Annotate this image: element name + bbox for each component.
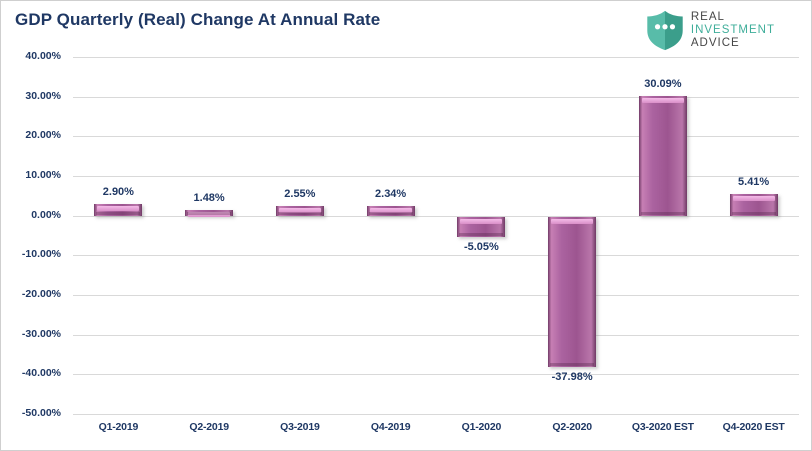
- x-axis-label-Q1-2019: Q1-2019: [98, 421, 139, 433]
- y-axis-tick-label: -10.00%: [21, 248, 61, 261]
- data-label-Q1-2019: 2.90%: [102, 186, 134, 199]
- y-axis-tick-label: 0.00%: [31, 208, 61, 221]
- plot-area: 40.00% 30.00% 20.00% 10.00% 0.00% -10.00% -20.…: [22, 50, 799, 419]
- shield-logo-icon: [646, 10, 684, 51]
- real-investment-advice-logo: REAL INVESTMENT ADVICE: [646, 10, 775, 51]
- gridline: [73, 295, 799, 296]
- logo-text: REAL INVESTMENT ADVICE: [691, 11, 775, 50]
- bar-Q4-2020 EST: [729, 194, 778, 216]
- data-label-Q2-2019: 1.48%: [193, 191, 225, 204]
- y-axis-tick-label: 20.00%: [25, 129, 61, 142]
- data-label-Q4-2019: 2.34%: [375, 188, 407, 201]
- data-label-Q1-2020: -5.05%: [463, 240, 499, 253]
- chart-title: GDP Quarterly (Real) Change At Annual Ra…: [15, 10, 381, 29]
- data-label-Q4-2020 EST: 5.41%: [738, 176, 770, 189]
- y-axis-tick-label: 40.00%: [25, 50, 61, 62]
- data-label-Q3-2020 EST: 30.09%: [644, 78, 682, 91]
- x-axis-label-Q1-2020: Q1-2020: [461, 421, 502, 433]
- y-axis-tick-label: -50.00%: [21, 407, 61, 419]
- bar-Q2-2019: [185, 209, 234, 217]
- y-axis-tick-label: 30.00%: [25, 89, 61, 102]
- logo-line-investment: INVESTMENT: [690, 24, 775, 36]
- gridline: [73, 136, 799, 138]
- gridline: [73, 334, 799, 336]
- x-axis-label-Q2-2019: Q2-2019: [189, 421, 229, 433]
- bar-Q4-2019: [366, 206, 415, 216]
- bar-Q1-2020: [457, 216, 506, 237]
- y-axis-tick-label: -20.00%: [21, 288, 61, 300]
- gridline: [73, 374, 799, 376]
- x-axis-labels: Q1-2019 Q2-2019 Q3-2019 Q4-2019 Q1-2020 Q2-20…: [73, 421, 799, 433]
- x-axis-label-Q3-2020 EST: Q3-2020 EST: [631, 421, 694, 433]
- x-axis-label-Q3-2019: Q3-2019: [280, 421, 320, 433]
- y-axis-tick-label: 10.00%: [25, 169, 61, 181]
- data-label-Q3-2019: 2.55%: [284, 187, 316, 200]
- bar-Q3-2020 EST: [638, 96, 687, 216]
- gridline: [73, 215, 799, 217]
- gridline: [73, 96, 799, 98]
- gridline: [73, 176, 799, 177]
- x-axis-label-Q4-2020 EST: Q4-2020 EST: [722, 421, 785, 433]
- gridline: [73, 57, 799, 58]
- logo-line-real: REAL: [690, 11, 725, 23]
- data-label-Q2-2020: -37.98%: [551, 371, 593, 384]
- x-axis-label-Q2-2020: Q2-2020: [552, 421, 592, 433]
- x-axis-label-Q4-2019: Q4-2019: [370, 421, 411, 433]
- bar-Q1-2019: [94, 204, 143, 216]
- logo-line-advice: ADVICE: [690, 37, 740, 49]
- y-axis-tick-label: -30.00%: [21, 327, 61, 340]
- gridline: [73, 414, 799, 415]
- bar-Q2-2020: [548, 216, 597, 368]
- y-axis-tick-label: -40.00%: [21, 367, 61, 380]
- bar-Q3-2019: [275, 205, 324, 216]
- gridline: [73, 255, 799, 257]
